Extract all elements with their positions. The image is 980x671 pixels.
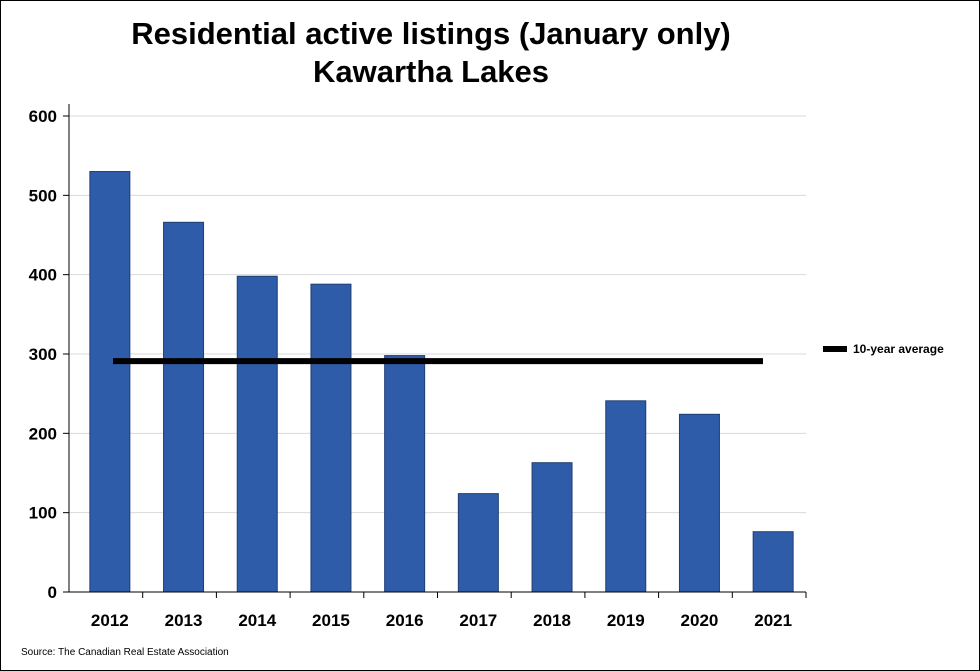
y-tick-label: 0 xyxy=(48,583,57,602)
bar-2012 xyxy=(89,171,131,593)
x-tick-label: 2012 xyxy=(91,611,129,630)
x-tick-label: 2013 xyxy=(165,611,203,630)
bar-2014 xyxy=(236,275,278,593)
bar-2020 xyxy=(678,413,720,593)
bars xyxy=(89,171,794,593)
chart-title-block: Residential active listings (January onl… xyxy=(1,15,861,91)
bar-2017 xyxy=(457,493,499,593)
x-tick-label: 2015 xyxy=(312,611,350,630)
chart-title: Residential active listings (January onl… xyxy=(131,16,731,51)
y-tick-label: 400 xyxy=(29,266,57,285)
y-tick-labels: 0 100 200 300 400 500 600 xyxy=(29,107,57,602)
chart-subtitle: Kawartha Lakes xyxy=(312,54,550,89)
y-tick-label: 500 xyxy=(29,186,57,205)
y-tick-label: 200 xyxy=(29,424,57,443)
y-tick-label: 600 xyxy=(29,107,57,126)
bar-2015 xyxy=(310,283,352,593)
bar-2019 xyxy=(605,400,647,593)
source-note: Source: The Canadian Real Estate Associa… xyxy=(21,647,229,658)
y-tick-label: 100 xyxy=(29,504,57,523)
x-tick-label: 2021 xyxy=(754,611,792,630)
x-tick-label: 2019 xyxy=(607,611,645,630)
x-tick-label: 2014 xyxy=(238,611,276,630)
bar-2016 xyxy=(384,355,426,593)
bar-2021 xyxy=(752,531,794,593)
y-tick-label: 300 xyxy=(29,345,57,364)
legend: 10-year average xyxy=(823,342,944,356)
x-tick-labels: 2012 2013 2014 2015 2016 2017 2018 2019 2020 2021 xyxy=(91,611,792,630)
x-tick-label: 2018 xyxy=(533,611,571,630)
axes xyxy=(63,104,807,598)
x-tick-label: 2016 xyxy=(386,611,424,630)
x-tick-label: 2020 xyxy=(681,611,719,630)
legend-label: 10-year average xyxy=(853,342,944,356)
bar-2018 xyxy=(531,462,573,593)
x-tick-label: 2017 xyxy=(459,611,497,630)
bar-2013 xyxy=(163,221,205,593)
